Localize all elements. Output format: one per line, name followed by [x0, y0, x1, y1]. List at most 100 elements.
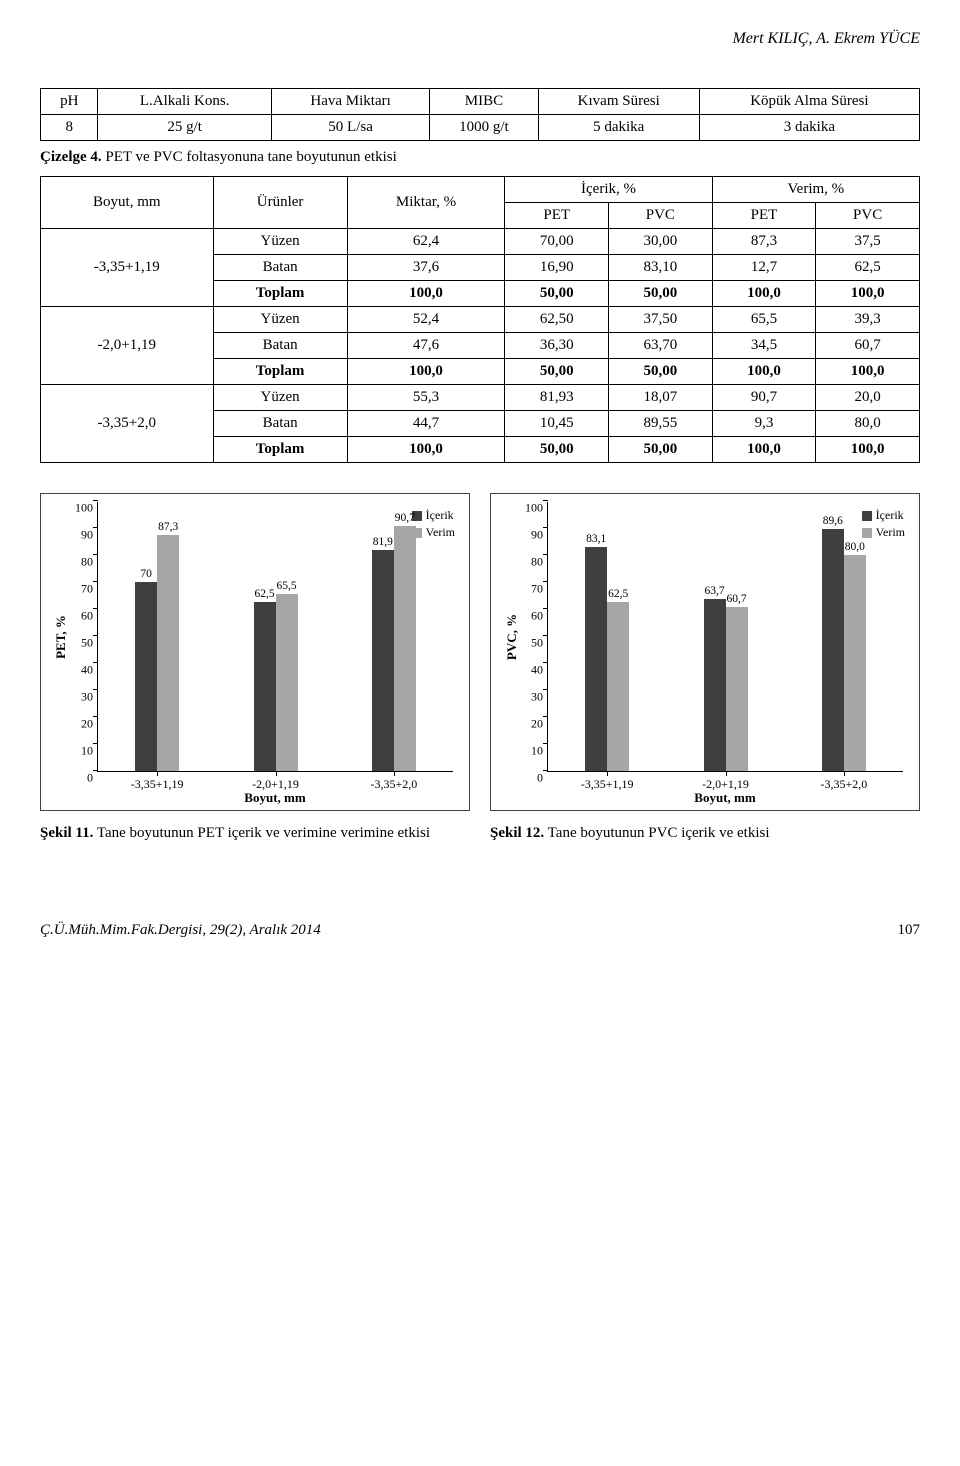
t2-cell: 89,55: [609, 411, 713, 437]
t2-cell: 100,0: [712, 359, 816, 385]
table-caption-4: Çizelge 4. PET ve PVC foltasyonuna tane …: [40, 149, 920, 166]
bar-value-label: 80,0: [845, 541, 865, 555]
bar: 81,9: [372, 550, 394, 771]
t2-cell: Yüzen: [213, 307, 347, 333]
t2-h-icerik: İçerik, %: [505, 177, 712, 203]
t2-h-pvc1: PVC: [609, 203, 713, 229]
y-tick-label: 0: [537, 771, 543, 786]
t2-cell: 55,3: [347, 385, 505, 411]
fig11-text: Tane boyutunun PET içerik ve verimine ve…: [93, 825, 430, 841]
y-tick-label: 60: [81, 609, 93, 624]
fig12-bold: Şekil 12.: [490, 825, 544, 841]
t2-cell: 9,3: [712, 411, 816, 437]
bar-value-label: 62,5: [254, 588, 274, 602]
bar: 60,7: [726, 607, 748, 771]
t1-h1: L.Alkali Kons.: [98, 89, 271, 115]
t2-cell: 12,7: [712, 255, 816, 281]
chart-pet: İçerikVerimPET, %01020304050607080901007…: [40, 493, 470, 811]
bar: 89,6: [822, 529, 844, 771]
t2-cell: 37,6: [347, 255, 505, 281]
charts-row: İçerikVerimPET, %01020304050607080901007…: [40, 493, 920, 811]
bar-value-label: 62,5: [608, 588, 628, 602]
t2-cell: 44,7: [347, 411, 505, 437]
t2-cell: 83,10: [609, 255, 713, 281]
bar: 65,5: [276, 594, 298, 771]
t2-cell: 18,07: [609, 385, 713, 411]
t2-cell: 90,7: [712, 385, 816, 411]
t2-h-pet2: PET: [712, 203, 816, 229]
t2-cell: 39,3: [816, 307, 920, 333]
bar: 83,1: [585, 547, 607, 771]
y-tick-label: 90: [531, 528, 543, 543]
t2-cell: Batan: [213, 333, 347, 359]
t2-cell: Yüzen: [213, 385, 347, 411]
y-tick-label: 20: [81, 717, 93, 732]
t1-c4: 5 dakika: [538, 115, 699, 141]
t2-cell: 100,0: [347, 281, 505, 307]
t2-cell: 50,00: [609, 437, 713, 463]
t2-cell: 47,6: [347, 333, 505, 359]
bar-value-label: 90,7: [395, 512, 415, 526]
t1-c2: 50 L/sa: [271, 115, 429, 141]
bar: 70: [135, 582, 157, 771]
t2-cell: 37,50: [609, 307, 713, 333]
y-tick-label: 60: [531, 609, 543, 624]
t2-cell: 100,0: [347, 359, 505, 385]
figure-captions: Şekil 11. Tane boyutunun PET içerik ve v…: [40, 825, 920, 842]
t2-boyut: -2,0+1,19: [41, 307, 214, 385]
bar: 87,3: [157, 535, 179, 771]
table-2: Boyut, mm Ürünler Miktar, % İçerik, % Ve…: [40, 176, 920, 463]
y-tick-label: 100: [525, 501, 543, 516]
t2-cell: 70,00: [505, 229, 609, 255]
t1-h4: Kıvam Süresi: [538, 89, 699, 115]
t2-cell: 100,0: [816, 281, 920, 307]
t2-cell: 34,5: [712, 333, 816, 359]
bar-value-label: 65,5: [276, 580, 296, 594]
y-axis-label: PET, %: [53, 615, 69, 659]
t1-c5: 3 dakika: [699, 115, 919, 141]
t2-cell: 100,0: [712, 281, 816, 307]
t1-h2: Hava Miktarı: [271, 89, 429, 115]
table-1: pH L.Alkali Kons. Hava Miktarı MIBC Kıva…: [40, 88, 920, 141]
t2-cell: 62,5: [816, 255, 920, 281]
t2-cell: 100,0: [712, 437, 816, 463]
y-tick-label: 50: [531, 636, 543, 651]
t2-cell: 87,3: [712, 229, 816, 255]
t2-cell: 20,0: [816, 385, 920, 411]
t2-cell: Yüzen: [213, 229, 347, 255]
y-tick-label: 30: [531, 690, 543, 705]
y-tick-label: 10: [81, 744, 93, 759]
t2-cell: 62,50: [505, 307, 609, 333]
y-tick-label: 70: [81, 582, 93, 597]
bar: 62,5: [254, 602, 276, 771]
y-tick-label: 30: [81, 690, 93, 705]
t2-h-verim: Verim, %: [712, 177, 919, 203]
y-tick-label: 40: [531, 663, 543, 678]
t2-boyut: -3,35+1,19: [41, 229, 214, 307]
t1-h0: pH: [41, 89, 98, 115]
fig-caption-12: Şekil 12. Tane boyutunun PVC içerik ve e…: [490, 825, 920, 842]
t2-cell: 16,90: [505, 255, 609, 281]
t2-cell: Toplam: [213, 359, 347, 385]
y-tick-label: 20: [531, 717, 543, 732]
t2-h-pvc2: PVC: [816, 203, 920, 229]
t2-cell: 100,0: [816, 359, 920, 385]
y-tick-label: 90: [81, 528, 93, 543]
t2-cell: Batan: [213, 411, 347, 437]
y-tick-label: 10: [531, 744, 543, 759]
bar: 90,7: [394, 526, 416, 771]
t2-cell: 50,00: [609, 281, 713, 307]
y-tick-label: 40: [81, 663, 93, 678]
bar-value-label: 63,7: [704, 585, 724, 599]
y-tick-label: 80: [81, 555, 93, 570]
chart-pvc: İçerikVerimPVC, %01020304050607080901008…: [490, 493, 920, 811]
x-axis-label: Boyut, mm: [97, 790, 453, 806]
y-tick-label: 100: [75, 501, 93, 516]
t2-cell: 50,00: [505, 359, 609, 385]
bar-value-label: 81,9: [373, 536, 393, 550]
bar: 62,5: [607, 602, 629, 771]
bar-value-label: 89,6: [823, 515, 843, 529]
t2-h-boyut: Boyut, mm: [41, 177, 214, 229]
bar-value-label: 70: [140, 568, 152, 582]
footer-journal: Ç.Ü.Müh.Mim.Fak.Dergisi, 29(2), Aralık 2…: [40, 922, 321, 939]
